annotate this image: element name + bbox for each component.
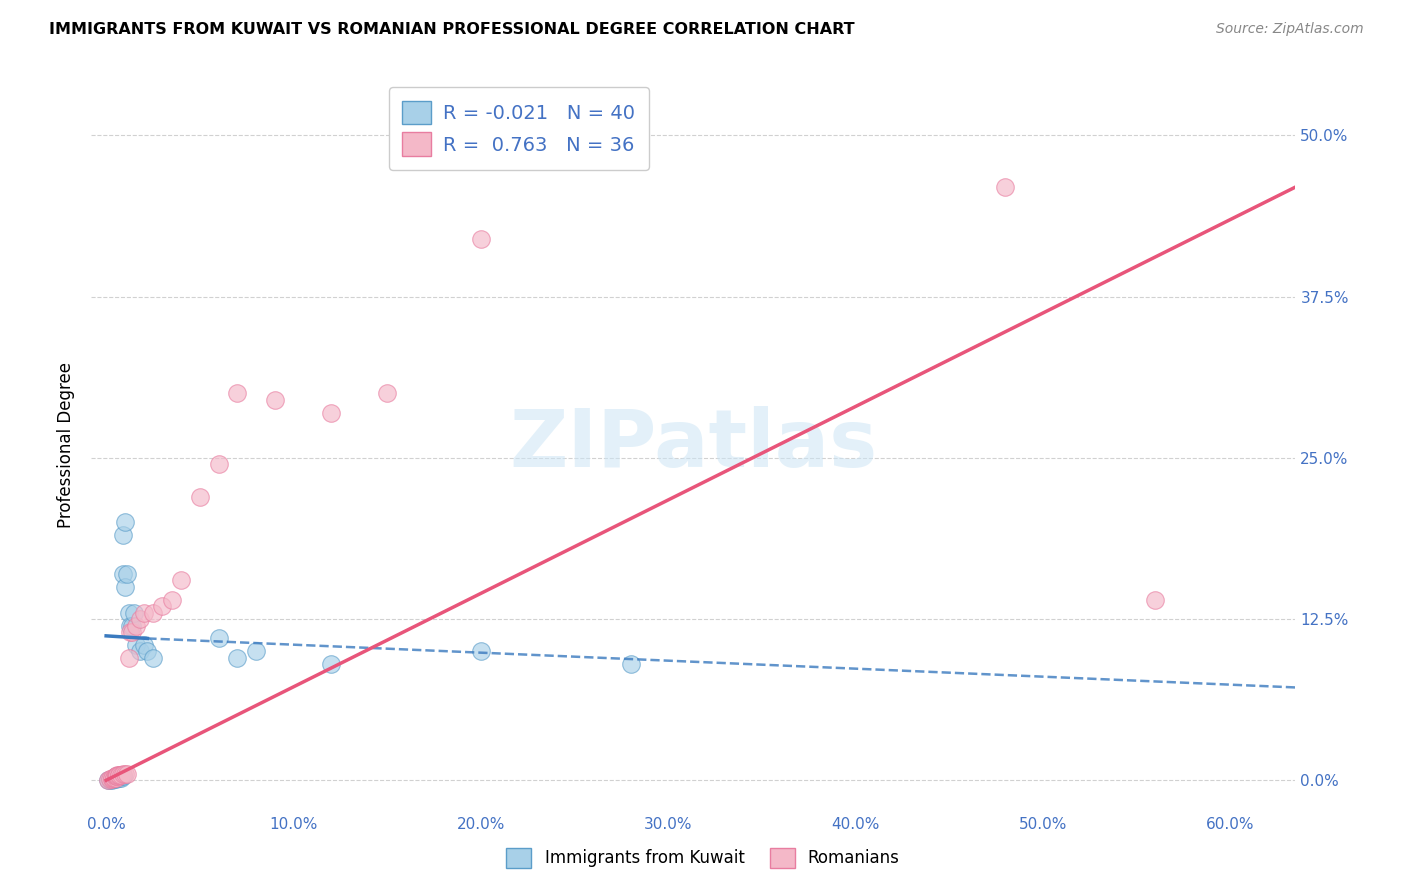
Point — [120, 625, 142, 640]
Text: Source: ZipAtlas.com: Source: ZipAtlas.com — [1216, 22, 1364, 37]
Point — [125, 618, 148, 632]
Point — [111, 528, 134, 542]
Point — [103, 771, 125, 785]
Point — [103, 771, 125, 785]
Point — [245, 644, 267, 658]
Point — [226, 650, 249, 665]
Point — [125, 638, 148, 652]
Point — [105, 769, 128, 783]
Point — [110, 769, 132, 783]
Point — [128, 644, 150, 658]
Y-axis label: Professional Degree: Professional Degree — [58, 362, 75, 528]
Legend: R = -0.021   N = 40, R =  0.763   N = 36: R = -0.021 N = 40, R = 0.763 N = 36 — [388, 87, 648, 169]
Point — [108, 771, 131, 785]
Point — [114, 767, 136, 781]
Point — [142, 606, 165, 620]
Point — [160, 592, 183, 607]
Legend: Immigrants from Kuwait, Romanians: Immigrants from Kuwait, Romanians — [499, 841, 907, 875]
Point — [619, 657, 641, 672]
Point — [97, 773, 120, 788]
Point — [263, 392, 285, 407]
Point — [110, 768, 132, 782]
Point — [100, 773, 122, 788]
Point — [470, 232, 492, 246]
Point — [111, 566, 134, 581]
Point — [470, 644, 492, 658]
Point — [98, 773, 121, 788]
Point — [122, 606, 145, 620]
Point — [128, 612, 150, 626]
Point — [105, 771, 128, 785]
Point — [120, 618, 142, 632]
Point — [104, 769, 127, 783]
Point — [108, 768, 131, 782]
Point — [111, 767, 134, 781]
Point — [100, 771, 122, 785]
Point — [226, 386, 249, 401]
Point — [104, 769, 127, 783]
Point — [110, 769, 132, 783]
Point — [105, 771, 128, 785]
Point — [207, 632, 229, 646]
Point — [100, 772, 122, 786]
Point — [132, 638, 155, 652]
Point — [117, 650, 139, 665]
Point — [104, 772, 127, 786]
Point — [100, 772, 122, 786]
Point — [121, 625, 143, 640]
Point — [1143, 592, 1166, 607]
Point — [142, 650, 165, 665]
Point — [136, 644, 159, 658]
Point — [375, 386, 398, 401]
Point — [103, 771, 125, 785]
Point — [108, 768, 131, 782]
Point — [132, 606, 155, 620]
Text: ZIPatlas: ZIPatlas — [509, 406, 877, 484]
Point — [97, 773, 120, 788]
Point — [121, 618, 143, 632]
Point — [103, 772, 125, 786]
Point — [319, 406, 342, 420]
Point — [108, 769, 131, 783]
Point — [319, 657, 342, 672]
Point — [114, 516, 136, 530]
Point — [108, 769, 131, 783]
Point — [115, 566, 138, 581]
Point — [108, 769, 131, 783]
Point — [105, 769, 128, 783]
Point — [117, 606, 139, 620]
Point — [994, 180, 1017, 194]
Point — [150, 599, 173, 614]
Point — [104, 771, 127, 785]
Point — [114, 580, 136, 594]
Point — [207, 458, 229, 472]
Point — [170, 574, 193, 588]
Point — [105, 768, 128, 782]
Text: IMMIGRANTS FROM KUWAIT VS ROMANIAN PROFESSIONAL DEGREE CORRELATION CHART: IMMIGRANTS FROM KUWAIT VS ROMANIAN PROFE… — [49, 22, 855, 37]
Point — [110, 771, 132, 785]
Point — [104, 769, 127, 783]
Point — [188, 490, 211, 504]
Point — [111, 769, 134, 783]
Point — [98, 772, 121, 786]
Point — [115, 767, 138, 781]
Point — [104, 771, 127, 785]
